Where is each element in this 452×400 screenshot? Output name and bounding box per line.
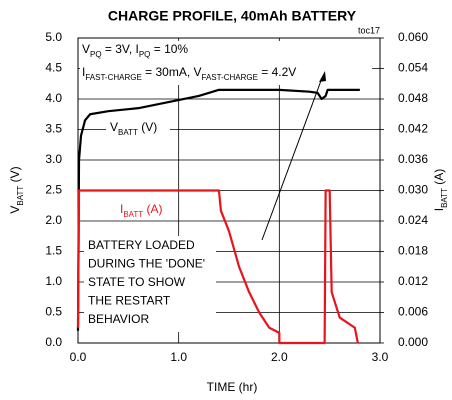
chart-title: CHARGE PROFILE, 40mAh BATTERY bbox=[108, 8, 357, 24]
series-label: IBATT (A) bbox=[120, 202, 163, 218]
annotation-part: = 3V, I bbox=[102, 42, 139, 56]
y2-tick-label: 0.048 bbox=[398, 91, 428, 105]
note-line: BATTERY LOADED bbox=[88, 238, 195, 252]
annotation-part: PQ bbox=[139, 50, 151, 59]
y-tick-label: 4.5 bbox=[45, 61, 62, 75]
x-axis-label: TIME (hr) bbox=[207, 380, 258, 394]
chart-code: toc17 bbox=[358, 25, 380, 35]
y-tick-label: 0.5 bbox=[45, 305, 62, 319]
label-background bbox=[106, 119, 170, 137]
series-label-part: V bbox=[110, 120, 118, 134]
annotation-part: PQ bbox=[90, 50, 102, 59]
y-axis-label: VBATT (V) bbox=[8, 166, 24, 213]
series-label-part: BATT bbox=[118, 128, 138, 137]
annotation-part: I bbox=[82, 65, 85, 79]
arrow-head bbox=[319, 71, 326, 82]
x-tick-label: 0.0 bbox=[70, 350, 87, 364]
annotation: IFAST-CHARGE = 30mA, VFAST-CHARGE = 4.2V bbox=[82, 65, 296, 81]
y-tick-label: 5.0 bbox=[45, 30, 62, 44]
annotation-part: FAST-CHARGE bbox=[85, 73, 141, 82]
annotation-part: V bbox=[82, 42, 90, 56]
x-tick-label: 2.0 bbox=[271, 350, 288, 364]
y2-axis-label-part: BATT bbox=[440, 188, 449, 208]
y-axis-label-part: (V) bbox=[8, 166, 22, 185]
series-label-part: (V) bbox=[138, 120, 157, 134]
series-line bbox=[76, 189, 359, 345]
y2-tick-label: 0.024 bbox=[398, 213, 428, 227]
y-tick-label: 3.0 bbox=[45, 152, 62, 166]
y2-axis-label: IBATT (A) bbox=[432, 169, 448, 212]
y-tick-label: 2.5 bbox=[45, 183, 62, 197]
y-tick-label: 2.0 bbox=[45, 213, 62, 227]
x-tick-label: 3.0 bbox=[372, 350, 389, 364]
series-label-part: I bbox=[120, 202, 123, 216]
annotation-part: = 10% bbox=[150, 42, 188, 56]
y2-tick-label: 0.060 bbox=[398, 30, 428, 44]
annotation-part: = 4.2V bbox=[258, 65, 296, 79]
y-axis-label-part: V bbox=[8, 206, 22, 214]
note-line: DURING THE 'DONE' bbox=[88, 257, 205, 271]
y2-tick-label: 0.030 bbox=[398, 183, 428, 197]
y-tick-label: 3.5 bbox=[45, 122, 62, 136]
label-background bbox=[84, 236, 216, 332]
annotation-part: = 30mA, V bbox=[142, 65, 202, 79]
y2-tick-label: 0.000 bbox=[398, 335, 428, 349]
series-line bbox=[76, 88, 360, 331]
note-line: BEHAVIOR bbox=[88, 312, 149, 326]
arrow bbox=[261, 77, 323, 241]
y-tick-label: 1.0 bbox=[45, 274, 62, 288]
y2-tick-label: 0.042 bbox=[398, 122, 428, 136]
y-tick-label: 4.0 bbox=[45, 91, 62, 105]
label-background bbox=[114, 201, 172, 219]
annotation: VPQ = 3V, IPQ = 10% bbox=[82, 42, 188, 58]
series-label: VBATT (V) bbox=[110, 120, 157, 136]
note-line: STATE TO SHOW bbox=[88, 275, 186, 289]
annotation-part: FAST-CHARGE bbox=[202, 73, 258, 82]
y2-tick-label: 0.012 bbox=[398, 274, 428, 288]
y-tick-label: 0.0 bbox=[45, 335, 62, 349]
series-label-part: BATT bbox=[123, 210, 143, 219]
y2-axis-label-part: (A) bbox=[432, 169, 446, 188]
y2-tick-label: 0.018 bbox=[398, 244, 428, 258]
y-tick-label: 1.5 bbox=[45, 244, 62, 258]
x-tick-label: 1.0 bbox=[170, 350, 187, 364]
y2-axis-label-part: I bbox=[432, 208, 446, 211]
y-axis-label-part: BATT bbox=[16, 186, 25, 206]
y2-tick-label: 0.006 bbox=[398, 305, 428, 319]
y2-tick-label: 0.036 bbox=[398, 152, 428, 166]
series-label-part: (A) bbox=[143, 202, 162, 216]
note-line: THE RESTART bbox=[88, 294, 171, 308]
y2-tick-label: 0.054 bbox=[398, 61, 428, 75]
